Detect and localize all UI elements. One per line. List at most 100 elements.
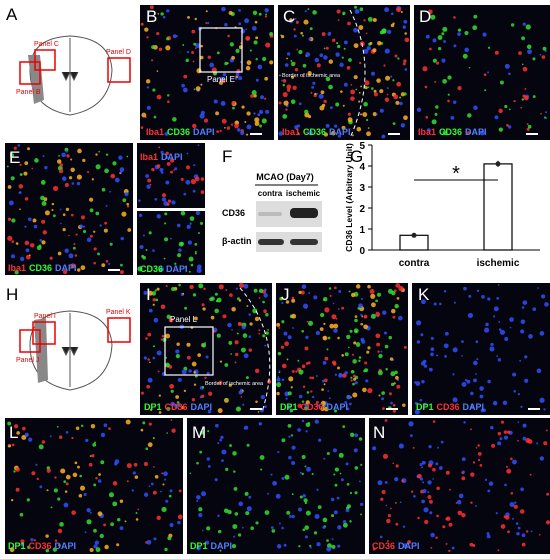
cell [334,286,337,290]
stain-legend: Iba1 CD36 DAPI [282,127,351,137]
cell [498,127,504,132]
cell [15,467,20,472]
cell [350,96,355,101]
cell [351,134,354,137]
cell [19,163,22,166]
cell [120,270,124,275]
cell [499,329,506,335]
cell [215,423,219,428]
cell [36,245,42,251]
cell [104,544,109,550]
cell [228,341,233,345]
cell [244,425,249,430]
cell [509,326,512,329]
cell [360,313,363,317]
cell [146,86,150,89]
cell [358,480,361,483]
cell [27,217,32,222]
cell [175,395,180,399]
cell [442,130,448,136]
schematic-label: Panel D [106,49,131,56]
cell [270,526,274,529]
blot-row: β-actin [222,236,252,246]
cell [349,402,352,406]
schematic-bottom [29,310,113,391]
cell [457,510,463,516]
cell [455,502,458,504]
cell [513,390,517,393]
stain-name: CD36 [167,127,190,137]
cell [44,210,50,216]
cell [384,97,390,102]
cell [152,249,155,252]
cell [390,12,394,16]
cell [152,356,156,360]
border-label: Border of ischemic area [282,73,341,79]
cell [347,21,351,26]
cell [425,34,430,39]
cell [504,104,508,109]
cell [126,463,132,469]
stain-name: DAPI [193,127,215,137]
cell [131,489,134,492]
cell [76,181,81,186]
cell [191,361,197,367]
cell [149,183,152,186]
cell [341,354,344,357]
cell [119,526,124,531]
cell [148,485,151,487]
cell [359,7,364,11]
cell [144,27,149,32]
cell [375,333,381,339]
cell [148,308,153,313]
cell [206,371,210,376]
cell [184,266,187,268]
cell [287,423,292,428]
cell [424,519,429,525]
cell [298,102,302,106]
cell [342,425,346,429]
cell [156,214,161,219]
cell [199,221,204,225]
cell [156,515,161,520]
cell [390,401,393,405]
cell [505,515,510,520]
cell [82,158,86,163]
cell [288,455,292,460]
cell [308,37,312,41]
cell [281,363,287,369]
cell [152,303,155,306]
cell [156,287,160,291]
cell [183,192,187,196]
cell [165,333,171,339]
cell [348,346,350,349]
cell [323,383,326,386]
cell [386,87,389,90]
stain-name: DP1 [8,541,26,551]
cell [197,144,200,147]
cell [60,222,62,225]
cell [393,289,397,293]
cell [444,331,449,336]
cell [194,316,198,321]
cell [17,144,21,147]
cell [86,171,90,174]
cell [238,9,241,12]
cell [301,400,305,403]
cell [470,391,474,396]
cell [220,435,224,440]
cell [354,381,358,385]
stain-name: Iba1 [146,127,164,137]
cell [89,234,93,238]
cell [265,13,268,16]
cell [305,335,309,340]
cell [390,23,395,28]
cell [432,420,436,423]
cell [543,441,548,446]
cell [20,539,25,544]
cell [186,342,191,347]
cell [234,512,239,516]
cell [320,400,326,406]
cell [452,347,458,353]
cell [422,66,428,72]
